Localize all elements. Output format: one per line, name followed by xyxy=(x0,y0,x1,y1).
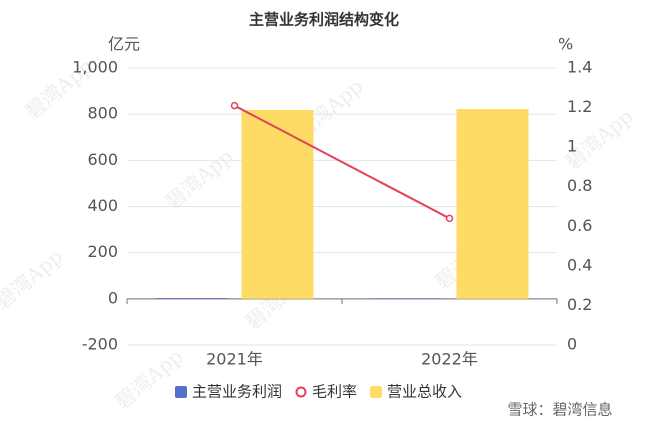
x-tick-label: 2021年 xyxy=(206,350,263,369)
y2-tick-label: 0.8 xyxy=(567,176,592,195)
bar xyxy=(241,110,314,299)
y2-tick-label: 0 xyxy=(567,335,577,354)
y2-tick-label: 0.2 xyxy=(567,295,592,314)
y-tick-label: 400 xyxy=(87,196,118,215)
y-tick-label: 600 xyxy=(87,150,118,169)
y-tick-label: 0 xyxy=(108,288,118,307)
y2-tick-label: 1.2 xyxy=(567,97,592,116)
chart-title: 主营业务利润结构变化 xyxy=(249,11,399,29)
source-label: 雪球：碧湾信息 xyxy=(507,401,612,419)
y2-tick-label: 1.4 xyxy=(567,58,592,77)
y2-tick-label: 0.4 xyxy=(567,255,592,274)
y-tick-label: 800 xyxy=(87,104,118,123)
line-point xyxy=(230,101,239,110)
watermark: 碧湾App xyxy=(111,344,188,414)
bar xyxy=(456,109,529,299)
y-tick-label: 1,000 xyxy=(72,58,118,77)
y-tick-label: 200 xyxy=(87,242,118,261)
watermark: 碧湾App xyxy=(0,244,67,314)
y2-tick-label: 1 xyxy=(567,137,577,156)
legend-marker xyxy=(175,386,187,398)
legend-label: 主营业务利润 xyxy=(192,383,282,401)
line xyxy=(234,104,450,220)
bar xyxy=(155,298,228,299)
y2-axis-label: % xyxy=(558,35,573,54)
x-tick-label: 2022年 xyxy=(421,350,478,369)
watermark: 碧湾App xyxy=(161,144,238,214)
legend-label: 营业总收入 xyxy=(387,383,462,401)
legend-marker xyxy=(295,386,307,398)
line-point xyxy=(445,214,454,223)
y-axis-label: 亿元 xyxy=(108,35,140,54)
legend-label: 毛利率 xyxy=(312,383,357,401)
legend-marker xyxy=(370,386,382,398)
y2-tick-label: 0.6 xyxy=(567,216,592,235)
y-tick-label: -200 xyxy=(82,335,118,354)
